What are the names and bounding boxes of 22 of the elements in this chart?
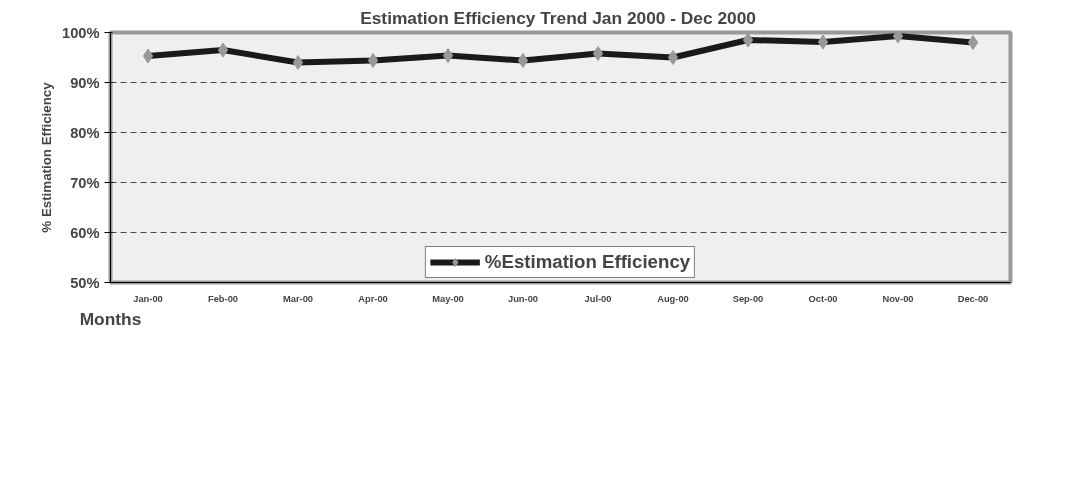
x-tick-label: May-00 — [432, 293, 464, 304]
y-tick-label: 90% — [70, 74, 100, 91]
x-axis-title: Months — [79, 308, 142, 329]
x-tick-label: Nov-00 — [882, 293, 914, 304]
x-tick-label: Aug-00 — [657, 293, 689, 304]
x-tick-label: Jun-00 — [507, 293, 539, 304]
x-tick-label: Mar-00 — [282, 293, 314, 304]
y-axis-title: % Estimation Efficiency — [39, 81, 55, 233]
x-tick-label: Jul-00 — [584, 293, 612, 304]
y-tick-label: 80% — [70, 124, 100, 141]
legend-label: %Estimation Efficiency — [484, 251, 691, 273]
y-tick-label: 70% — [70, 174, 100, 191]
x-tick-label: Sep-00 — [732, 293, 764, 304]
x-tick-label: Apr-00 — [358, 293, 388, 304]
y-tick-label: 100% — [62, 24, 100, 41]
chart-title: Estimation Efficiency Trend Jan 2000 - Dec 2000 — [360, 7, 757, 28]
y-tick-label: 50% — [70, 274, 100, 291]
x-tick-label: Feb-00 — [207, 293, 239, 304]
y-tick-label: 60% — [70, 224, 100, 241]
x-tick-label: Jan-00 — [133, 293, 163, 304]
x-tick-label: Dec-00 — [957, 293, 989, 304]
x-tick-label: Oct-00 — [808, 293, 838, 304]
